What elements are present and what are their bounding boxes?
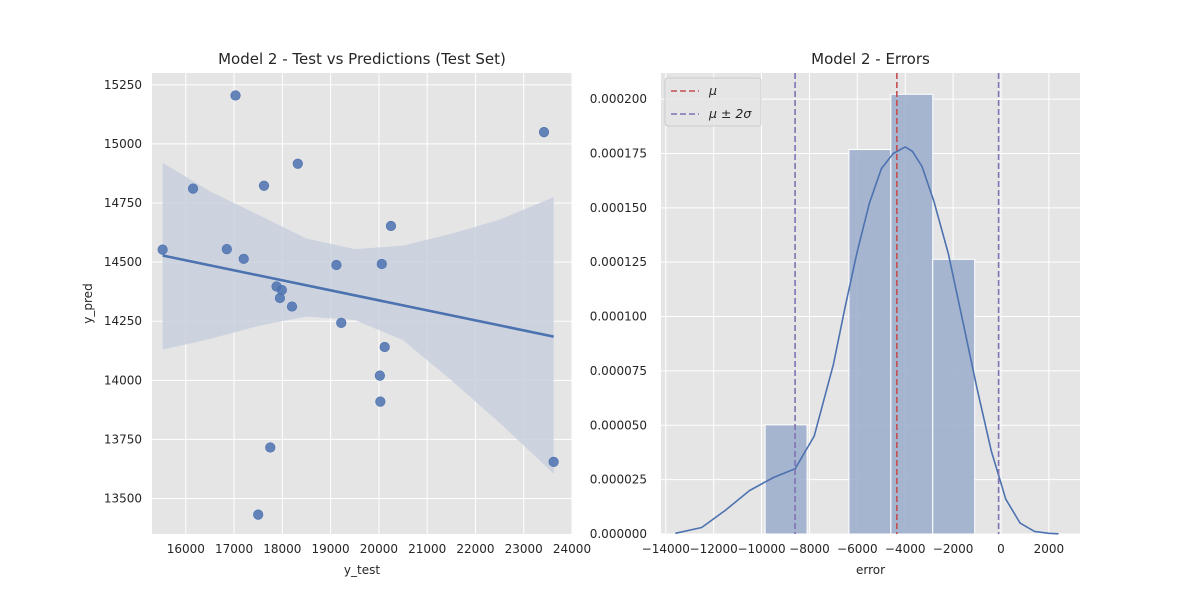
scatter-point (385, 220, 397, 232)
scatter-point (376, 258, 387, 270)
x-tick-label: −10000 (737, 542, 785, 556)
x-tick-label: −4000 (885, 542, 926, 556)
y-tick-label: 0.000200 (590, 92, 647, 106)
y-tick-label: 0.000150 (590, 201, 647, 215)
y-tick-label: 14000 (104, 373, 142, 387)
y-tick-label: 0.000050 (590, 418, 647, 432)
scatter-point (230, 90, 241, 101)
y-tick-label: 14750 (104, 196, 142, 210)
right-y-tick-labels: 0.000000 0.000025 0.000050 0.000075 0.000100… (590, 92, 647, 541)
right-panel: −14000 −12000 −10000 −8000 −6000 −4000 −2000 0 2… (590, 50, 1080, 577)
scatter-point (379, 341, 390, 353)
y-tick-label: 0.000100 (590, 310, 647, 324)
y-tick-label: 13750 (104, 432, 142, 446)
scatter-point (221, 244, 232, 255)
left-x-axis-label: y_test (344, 563, 380, 577)
scatter-points (157, 90, 559, 520)
x-tick-label: 20000 (360, 542, 398, 556)
y-tick-label: 15000 (104, 137, 142, 151)
x-tick-label: 17000 (215, 542, 253, 556)
x-tick-label: 16000 (167, 542, 205, 556)
y-tick-label: 0.000000 (590, 527, 647, 541)
scatter-point (375, 396, 386, 407)
scatter-point (265, 442, 276, 453)
regression-line (162, 254, 554, 338)
confidence-band (162, 162, 554, 474)
scatter-point (286, 301, 298, 312)
scatter-point (258, 180, 270, 191)
y-tick-label: 0.000175 (590, 146, 647, 160)
right-chart-title: Model 2 - Errors (811, 50, 930, 68)
x-tick-label: −14000 (642, 542, 690, 556)
scatter-point (187, 183, 199, 194)
x-tick-label: 21000 (408, 542, 446, 556)
histogram-bar (764, 424, 808, 535)
right-x-axis-label: error (856, 563, 885, 577)
histogram-bar (848, 149, 892, 535)
scatter-point (336, 317, 347, 328)
y-tick-label: 0.000025 (590, 473, 647, 487)
scatter-point (253, 509, 264, 520)
legend-mu-label: μ (708, 83, 717, 98)
scatter-point (276, 284, 287, 296)
x-tick-label: 24000 (553, 542, 591, 556)
x-tick-label: 23000 (505, 542, 543, 556)
legend-sigma-label: μ ± 2σ (708, 106, 752, 121)
left-x-tick-labels: 16000 17000 18000 19000 20000 21000 22000 23000… (167, 542, 591, 556)
reference-lines (794, 73, 1000, 534)
y-tick-label: 15250 (104, 78, 142, 92)
scatter-point (548, 456, 559, 467)
histogram-bar (890, 93, 934, 535)
scatter-point (157, 244, 168, 255)
left-chart-title: Model 2 - Test vs Predictions (Test Set) (218, 50, 506, 68)
x-tick-label: −6000 (837, 542, 878, 556)
scatter-point (292, 158, 303, 169)
scatter-point (238, 253, 249, 264)
x-tick-label: 0 (997, 542, 1005, 556)
x-tick-label: −8000 (789, 542, 830, 556)
scatter-point (331, 259, 342, 271)
histogram-bar (932, 258, 976, 535)
x-tick-label: −2000 (933, 542, 974, 556)
scatter-point (538, 127, 550, 138)
histogram-bars (764, 93, 976, 535)
y-tick-label: 0.000125 (590, 255, 647, 269)
left-y-axis-label: y_pred (81, 283, 95, 323)
left-y-tick-labels: 13500 13750 14000 14250 14500 14750 15000 15250 (104, 78, 142, 506)
y-tick-label: 14250 (104, 314, 142, 328)
x-tick-label: −12000 (690, 542, 738, 556)
scatter-point (374, 370, 385, 381)
legend: μ μ ± 2σ (664, 77, 762, 127)
x-tick-label: 2000 (1034, 542, 1065, 556)
left-panel: 16000 17000 18000 19000 20000 21000 22000 23000… (81, 50, 591, 577)
x-tick-label: 19000 (312, 542, 350, 556)
y-tick-label: 13500 (104, 492, 142, 506)
right-x-tick-labels: −14000 −12000 −10000 −8000 −6000 −4000 −2000 0 2… (642, 542, 1064, 556)
y-tick-label: 0.000075 (590, 364, 647, 378)
x-tick-label: 18000 (263, 542, 301, 556)
kde-curve (675, 146, 1059, 535)
y-tick-label: 14500 (104, 255, 142, 269)
x-tick-label: 22000 (456, 542, 494, 556)
